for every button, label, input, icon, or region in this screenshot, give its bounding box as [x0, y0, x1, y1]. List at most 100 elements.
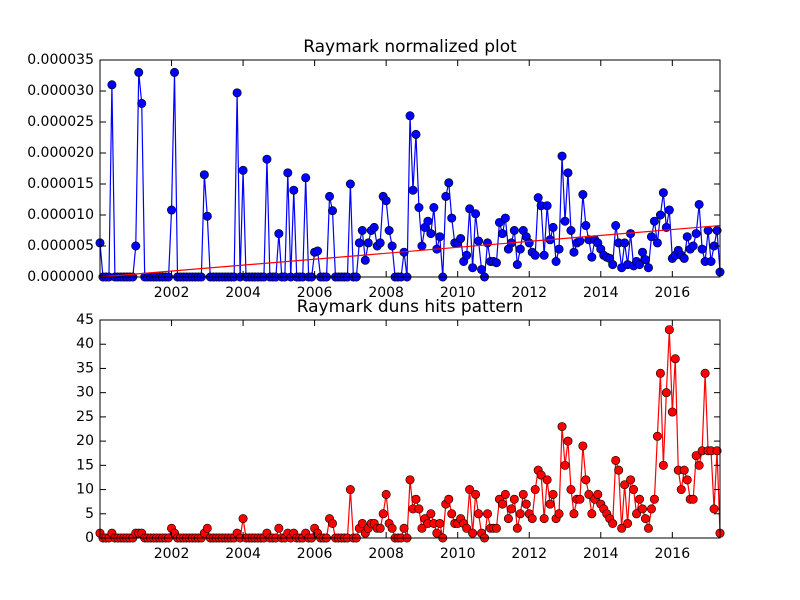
point — [345, 179, 355, 189]
point — [539, 250, 549, 260]
point — [426, 509, 436, 519]
point — [649, 494, 659, 504]
y-tick-label: 0.000010 — [27, 207, 94, 223]
point — [697, 244, 707, 254]
x-tick-label: 2004 — [225, 546, 261, 562]
point — [432, 528, 442, 538]
point — [566, 226, 576, 236]
axes-frame — [99, 59, 721, 278]
point — [328, 206, 338, 216]
point — [608, 518, 618, 528]
y-tick-label: 45 — [76, 312, 94, 328]
point — [369, 222, 379, 232]
point — [646, 232, 656, 242]
point — [694, 199, 704, 209]
point — [462, 523, 472, 533]
point — [474, 236, 484, 246]
point — [497, 499, 507, 509]
x-tick-label: 2010 — [440, 546, 476, 562]
y-tick-label: 0.000000 — [27, 269, 94, 285]
point — [384, 226, 394, 236]
point — [387, 523, 397, 533]
point — [462, 250, 472, 260]
point — [491, 523, 501, 533]
point — [638, 247, 648, 257]
y-tick-label: 0.000020 — [27, 145, 94, 161]
y-tick-label: 10 — [76, 482, 94, 498]
point — [491, 258, 501, 268]
point — [134, 67, 144, 77]
point — [381, 489, 391, 499]
point — [345, 485, 355, 495]
point — [301, 173, 311, 183]
chart-title: Raymark normalized plot — [303, 37, 517, 57]
point — [655, 210, 665, 220]
point — [238, 514, 248, 524]
x-tick-label: 2008 — [368, 546, 404, 562]
point — [620, 480, 630, 490]
point — [620, 238, 630, 248]
point — [482, 509, 492, 519]
point — [557, 151, 567, 161]
point — [587, 509, 597, 519]
point — [429, 203, 439, 213]
point — [664, 325, 674, 335]
y-tick-label: 0.000015 — [27, 176, 94, 192]
point — [447, 213, 457, 223]
point — [626, 475, 636, 485]
x-tick-label: 2010 — [440, 285, 476, 301]
x-tick-label: 2012 — [511, 285, 547, 301]
point — [640, 255, 650, 265]
point — [465, 485, 475, 495]
x-tick-label: 2002 — [154, 285, 190, 301]
point — [542, 475, 552, 485]
point — [527, 514, 537, 524]
point — [652, 431, 662, 441]
point — [635, 260, 645, 270]
point — [691, 451, 701, 461]
y-tick-label: 5 — [85, 506, 94, 522]
point — [444, 178, 454, 188]
point — [658, 460, 668, 470]
point — [569, 509, 579, 519]
x-tick-label: 2012 — [511, 546, 547, 562]
y-tick-label: 30 — [76, 385, 94, 401]
point — [509, 226, 519, 236]
point — [435, 232, 445, 242]
point — [441, 191, 451, 201]
axes-frame — [99, 319, 721, 539]
point — [575, 236, 585, 246]
point — [551, 256, 561, 266]
point — [313, 246, 323, 256]
point — [557, 422, 567, 432]
point — [515, 244, 525, 254]
point — [587, 252, 597, 262]
x-tick-label: 2004 — [225, 285, 261, 301]
point — [679, 253, 689, 263]
point — [578, 190, 588, 200]
chart-title: Raymark duns hits pattern — [297, 297, 524, 317]
point — [646, 504, 656, 514]
point — [691, 229, 701, 239]
point — [554, 244, 564, 254]
point — [474, 509, 484, 519]
point — [274, 523, 284, 533]
y-tick-label: 35 — [76, 360, 94, 376]
point — [363, 238, 373, 248]
point — [411, 494, 421, 504]
point — [703, 226, 713, 236]
point — [614, 465, 624, 475]
point — [679, 465, 689, 475]
point — [471, 209, 481, 219]
point — [512, 523, 522, 533]
point — [357, 226, 367, 236]
y-tick-label: 0.000035 — [27, 52, 94, 68]
point — [533, 193, 543, 203]
point — [167, 205, 177, 215]
y-tick-label: 25 — [76, 409, 94, 425]
point — [399, 523, 409, 533]
point — [405, 475, 415, 485]
point — [512, 260, 522, 270]
point — [632, 509, 642, 519]
point — [548, 222, 558, 232]
